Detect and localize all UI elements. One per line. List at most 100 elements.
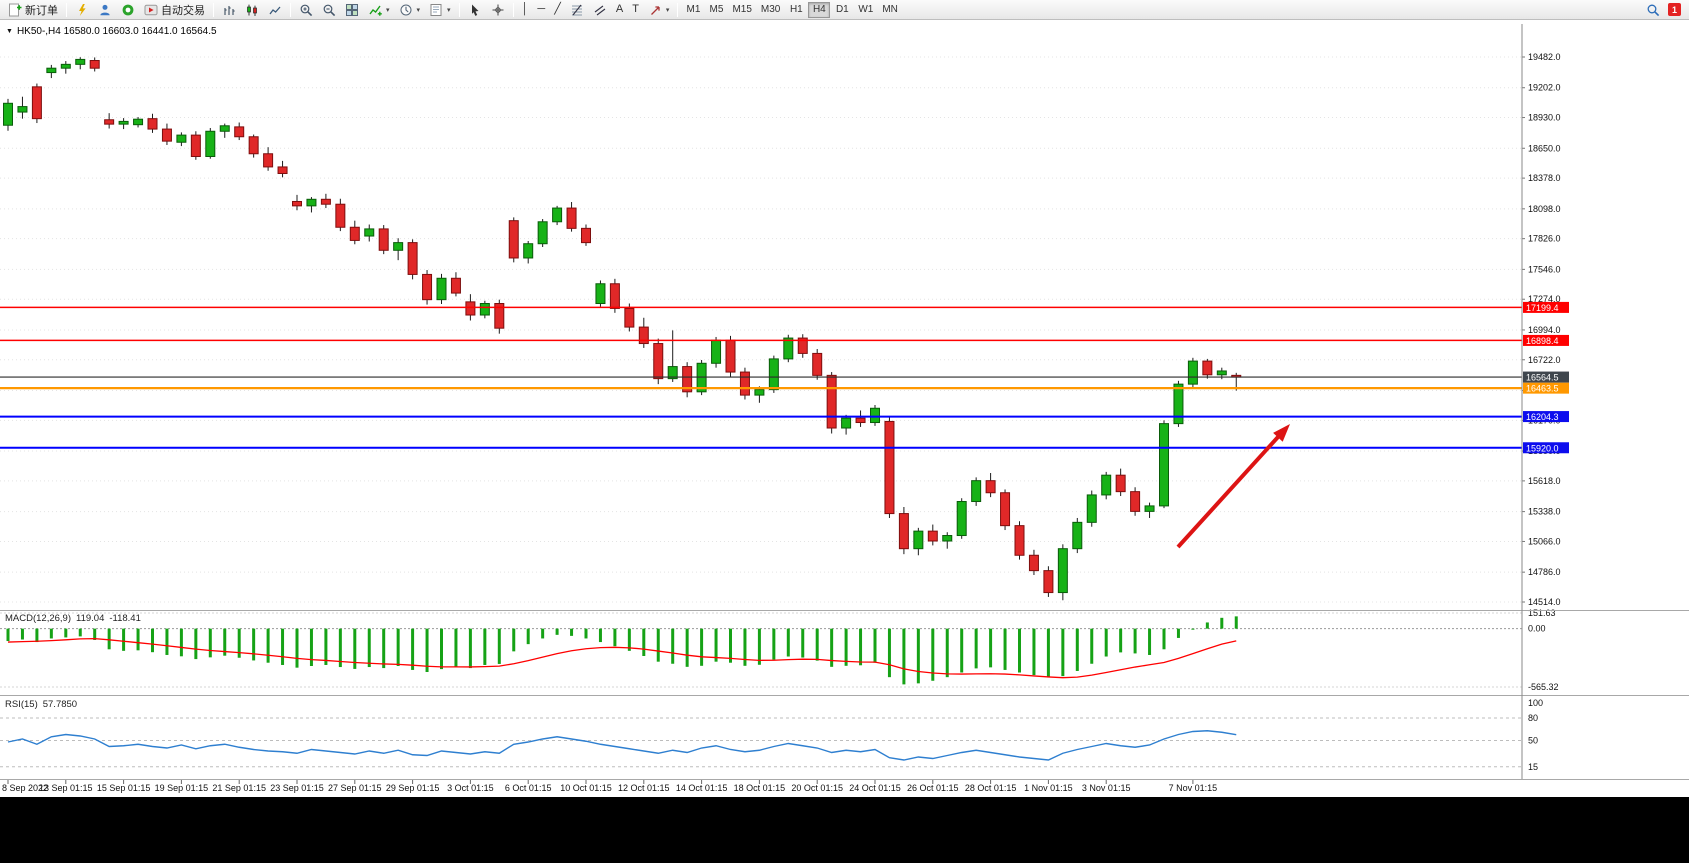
svg-text:151.63: 151.63: [1528, 608, 1556, 618]
toolbar-separator: [458, 2, 460, 17]
autotrading-button[interactable]: 自动交易: [140, 1, 209, 19]
indicators-icon: [369, 5, 382, 16]
timeframe-mn[interactable]: MN: [878, 2, 902, 18]
timeframe-w1[interactable]: W1: [854, 2, 877, 18]
crosshair-icon: [492, 4, 504, 15]
svg-text:100: 100: [1528, 698, 1543, 708]
search-icon: [1647, 4, 1660, 16]
svg-text:14514.0: 14514.0: [1528, 597, 1561, 607]
rsi-value: 57.7850: [42, 699, 78, 710]
rsi-name: RSI(15): [5, 699, 38, 710]
periods-button[interactable]: ▾: [395, 1, 425, 19]
fibonacci-button[interactable]: [566, 1, 588, 19]
zoom-out-button[interactable]: [318, 1, 340, 19]
svg-text:15066.0: 15066.0: [1528, 536, 1561, 546]
svg-text:23 Sep 01:15: 23 Sep 01:15: [270, 783, 324, 793]
svg-text:21 Sep 01:15: 21 Sep 01:15: [212, 783, 266, 793]
cursor-button[interactable]: [464, 1, 486, 19]
timeframe-m15[interactable]: M15: [728, 2, 755, 18]
channel-button[interactable]: [589, 1, 611, 19]
macd-indicator-label: MACD(12,26,9) 119.04 -118.41: [5, 613, 141, 624]
vertical-line-button[interactable]: │: [518, 1, 533, 19]
rsi-indicator-label: RSI(15) 57.7850: [5, 699, 77, 710]
svg-text:15: 15: [1528, 762, 1538, 772]
chart-canvas[interactable]: 19482.0 19202.0 18930.0 18650.0 18378.0 18098…: [0, 0, 1689, 797]
svg-text:8 Sep 2022: 8 Sep 2022: [2, 783, 48, 793]
trendline-icon: ╱: [554, 3, 561, 15]
svg-text:16994.0: 16994.0: [1528, 325, 1561, 335]
svg-text:15920.0: 15920.0: [1526, 443, 1559, 453]
candlestick-chart-icon: [247, 4, 257, 16]
timeframe-h1[interactable]: H1: [785, 2, 807, 18]
timeframe-d1[interactable]: D1: [831, 2, 853, 18]
candles: [3, 57, 1242, 601]
bar-chart-button[interactable]: [218, 1, 240, 19]
svg-text:28 Oct 01:15: 28 Oct 01:15: [965, 783, 1017, 793]
vertical-line-icon: │: [521, 3, 529, 15]
clock-icon: [400, 4, 412, 15]
autotrading-label: 自动交易: [161, 4, 205, 17]
trend-arrow[interactable]: [1176, 435, 1280, 549]
trendline-button[interactable]: ╱: [550, 1, 565, 19]
bottom-strip: [0, 797, 1689, 863]
text-label-button[interactable]: T: [628, 1, 643, 19]
lightning-icon: [79, 3, 86, 16]
trend-arrow-head: [1273, 424, 1290, 442]
svg-text:18 Oct 01:15: 18 Oct 01:15: [734, 783, 786, 793]
toolbar-separator: [512, 2, 514, 17]
svg-text:6 Oct 01:15: 6 Oct 01:15: [505, 783, 552, 793]
horizontal-line-button[interactable]: ─: [533, 1, 549, 19]
search-button[interactable]: [1642, 1, 1664, 19]
svg-text:20 Oct 01:15: 20 Oct 01:15: [791, 783, 843, 793]
charts-button[interactable]: [71, 1, 93, 19]
bar-chart-icon: [224, 5, 235, 15]
svg-text:15 Sep 01:15: 15 Sep 01:15: [97, 783, 151, 793]
macd-main-value: 119.04: [76, 613, 105, 624]
svg-text:3 Oct 01:15: 3 Oct 01:15: [447, 783, 494, 793]
candlestick-chart-button[interactable]: [241, 1, 263, 19]
svg-text:17826.0: 17826.0: [1528, 234, 1561, 244]
timeframe-m5[interactable]: M5: [705, 2, 727, 18]
macd-signal-value: -118.41: [109, 613, 141, 624]
community-button[interactable]: [117, 1, 139, 19]
chevron-down-icon: ▾: [416, 6, 421, 14]
text-button[interactable]: A: [612, 1, 627, 19]
svg-text:16463.5: 16463.5: [1526, 384, 1559, 394]
macd-name: MACD(12,26,9): [5, 613, 71, 624]
svg-text:18378.0: 18378.0: [1528, 173, 1561, 183]
svg-text:14786.0: 14786.0: [1528, 567, 1561, 577]
zoom-out-icon: [323, 4, 336, 16]
toolbar-separator: [213, 2, 214, 17]
timeframe-h4[interactable]: H4: [808, 1, 831, 18]
svg-text:27 Sep 01:15: 27 Sep 01:15: [328, 783, 382, 793]
templates-button[interactable]: ▾: [425, 1, 455, 19]
svg-text:-565.32: -565.32: [1528, 682, 1559, 692]
svg-text:16722.0: 16722.0: [1528, 355, 1561, 365]
line-chart-button[interactable]: [264, 1, 286, 19]
svg-text:18098.0: 18098.0: [1528, 204, 1561, 214]
svg-text:18650.0: 18650.0: [1528, 143, 1561, 153]
crosshair-button[interactable]: [487, 1, 509, 19]
chart-title: HK50-,H4 16580.0 16603.0 16441.0 16564.5: [16, 26, 217, 37]
svg-text:14 Oct 01:15: 14 Oct 01:15: [676, 783, 728, 793]
svg-text:16564.5: 16564.5: [1526, 373, 1559, 383]
new-order-icon: [9, 3, 22, 16]
profile-button[interactable]: [94, 1, 116, 19]
svg-text:50: 50: [1528, 736, 1538, 746]
zoom-in-button[interactable]: [295, 1, 317, 19]
toolbar-separator: [66, 2, 67, 17]
chevron-down-icon: ▾: [386, 6, 390, 14]
chart-quick-menu-icon[interactable]: ▼: [6, 28, 13, 35]
timeframe-m30[interactable]: M30: [757, 2, 784, 18]
svg-text:13 Sep 01:15: 13 Sep 01:15: [39, 783, 93, 793]
new-order-button[interactable]: 新订单: [4, 1, 62, 19]
globe-icon: [122, 4, 134, 15]
timeframe-m1[interactable]: M1: [682, 2, 704, 18]
arrows-button[interactable]: ▾: [644, 1, 674, 19]
svg-text:17546.0: 17546.0: [1528, 264, 1561, 274]
new-order-label: 新订单: [25, 4, 58, 17]
notification-badge[interactable]: 1: [1668, 3, 1681, 16]
indicators-button[interactable]: ▾: [364, 1, 394, 19]
tile-windows-button[interactable]: [341, 1, 363, 19]
toolbar-separator: [290, 2, 291, 17]
